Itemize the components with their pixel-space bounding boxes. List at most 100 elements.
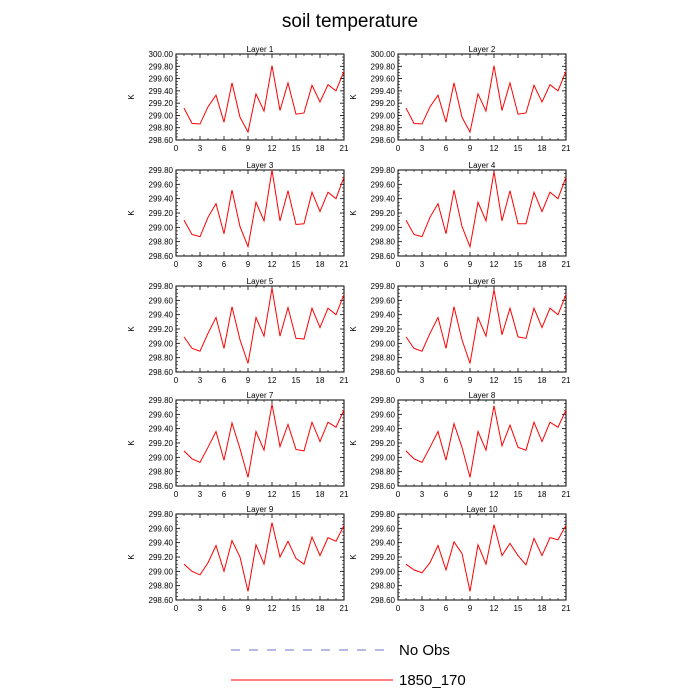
plot-frame <box>397 513 567 601</box>
y-tick-label: 298.80 <box>371 238 396 247</box>
y-tick-label: 298.80 <box>371 354 396 363</box>
x-tick-label: 15 <box>514 490 523 499</box>
plot-frame <box>397 53 567 141</box>
series-line <box>183 404 345 478</box>
plot-frame <box>175 53 345 141</box>
x-tick-label: 6 <box>222 490 227 499</box>
y-axis-label: K <box>349 94 358 100</box>
x-tick-label: 12 <box>490 604 499 613</box>
y-axis-label: K <box>127 554 136 560</box>
y-tick-label: 299.40 <box>149 539 174 548</box>
x-tick-label: 12 <box>268 144 277 153</box>
x-tick-label: 18 <box>316 604 325 613</box>
y-tick-label: 299.80 <box>149 62 174 71</box>
x-tick-label: 21 <box>562 490 571 499</box>
y-axis-label: K <box>349 326 358 332</box>
y-tick-label: 299.40 <box>371 311 396 320</box>
x-tick-label: 6 <box>444 490 449 499</box>
x-tick-label: 3 <box>420 490 425 499</box>
series-line <box>183 288 345 364</box>
y-tick-label: 298.80 <box>149 354 174 363</box>
series-line <box>183 65 345 134</box>
y-axis-label: K <box>349 440 358 446</box>
x-tick-label: 3 <box>420 260 425 269</box>
x-tick-label: 15 <box>514 604 523 613</box>
y-tick-label: 298.60 <box>149 368 174 377</box>
x-tick-label: 12 <box>268 490 277 499</box>
x-tick-label: 21 <box>562 260 571 269</box>
y-tick-label: 298.60 <box>149 596 174 605</box>
y-tick-label: 298.60 <box>149 252 174 261</box>
y-tick-label: 299.00 <box>371 339 396 348</box>
y-tick-label: 299.00 <box>149 567 174 576</box>
x-tick-label: 3 <box>420 144 425 153</box>
chart-title: soil temperature <box>282 11 418 32</box>
y-axis-label: K <box>127 210 136 216</box>
y-tick-label: 298.60 <box>371 368 396 377</box>
x-tick-label: 21 <box>340 604 349 613</box>
x-tick-label: 15 <box>292 144 301 153</box>
x-tick-label: 9 <box>468 376 473 385</box>
series-line <box>405 171 567 249</box>
y-tick-label: 299.20 <box>371 325 396 334</box>
x-tick-label: 21 <box>340 260 349 269</box>
x-tick-label: 18 <box>316 376 325 385</box>
y-axis-label: K <box>349 210 358 216</box>
y-tick-label: 300.00 <box>149 50 174 59</box>
x-tick-label: 21 <box>562 144 571 153</box>
panel-2: Layer 2 K 298.60 298.80 299.00 299.20 299.40 29… <box>349 45 571 153</box>
legend: No Obs 1850_170 <box>231 642 466 689</box>
y-tick-label: 299.40 <box>149 425 174 434</box>
panel-10: Layer 10 K 298.60 298.80 299.00 299.20 299.40 2… <box>349 505 571 613</box>
y-tick-label: 299.60 <box>149 524 174 533</box>
x-tick-label: 12 <box>268 376 277 385</box>
panel-9: Layer 9 K 298.60 298.80 299.00 299.20 299.40 29… <box>127 505 349 613</box>
x-tick-label: 6 <box>222 144 227 153</box>
plot-frame <box>397 285 567 373</box>
x-tick-label: 9 <box>246 604 251 613</box>
x-tick-label: 0 <box>174 376 179 385</box>
y-tick-label: 299.40 <box>371 539 396 548</box>
plot-frame <box>397 169 567 257</box>
panel-title: Layer 5 <box>247 277 274 286</box>
x-tick-label: 15 <box>514 144 523 153</box>
y-tick-label: 298.60 <box>371 596 396 605</box>
panel-title: Layer 10 <box>466 505 498 514</box>
x-tick-label: 9 <box>468 490 473 499</box>
y-tick-label: 299.00 <box>371 111 396 120</box>
y-tick-label: 298.60 <box>371 252 396 261</box>
panel-7: Layer 7 K 298.60 298.80 299.00 299.20 299.40 29… <box>127 391 349 499</box>
y-tick-label: 299.20 <box>149 209 174 218</box>
y-tick-label: 299.80 <box>371 166 396 175</box>
panel-title: Layer 7 <box>247 391 274 400</box>
x-tick-label: 6 <box>222 260 227 269</box>
x-tick-label: 18 <box>538 490 547 499</box>
y-tick-label: 299.40 <box>149 311 174 320</box>
x-tick-label: 21 <box>340 490 349 499</box>
x-tick-label: 15 <box>292 604 301 613</box>
x-tick-label: 21 <box>340 144 349 153</box>
y-tick-label: 299.80 <box>149 282 174 291</box>
legend-label: 1850_170 <box>399 672 466 689</box>
x-tick-label: 12 <box>490 260 499 269</box>
y-tick-label: 299.40 <box>149 195 174 204</box>
x-tick-label: 21 <box>340 376 349 385</box>
y-tick-label: 299.00 <box>371 223 396 232</box>
x-tick-label: 3 <box>420 604 425 613</box>
x-tick-label: 18 <box>538 144 547 153</box>
y-tick-label: 299.20 <box>371 99 396 108</box>
legend-label: No Obs <box>399 642 450 659</box>
y-tick-label: 299.80 <box>371 62 396 71</box>
x-tick-label: 0 <box>174 260 179 269</box>
panel-6: Layer 6 K 298.60 298.80 299.00 299.20 299.40 29… <box>349 277 571 385</box>
y-tick-label: 299.60 <box>371 410 396 419</box>
series-line <box>183 169 345 249</box>
plot-frame <box>175 513 345 601</box>
x-tick-label: 18 <box>316 490 325 499</box>
x-tick-label: 9 <box>468 604 473 613</box>
y-tick-label: 299.20 <box>371 439 396 448</box>
panel-title: Layer 9 <box>247 505 274 514</box>
x-tick-label: 18 <box>538 260 547 269</box>
x-tick-label: 12 <box>268 260 277 269</box>
